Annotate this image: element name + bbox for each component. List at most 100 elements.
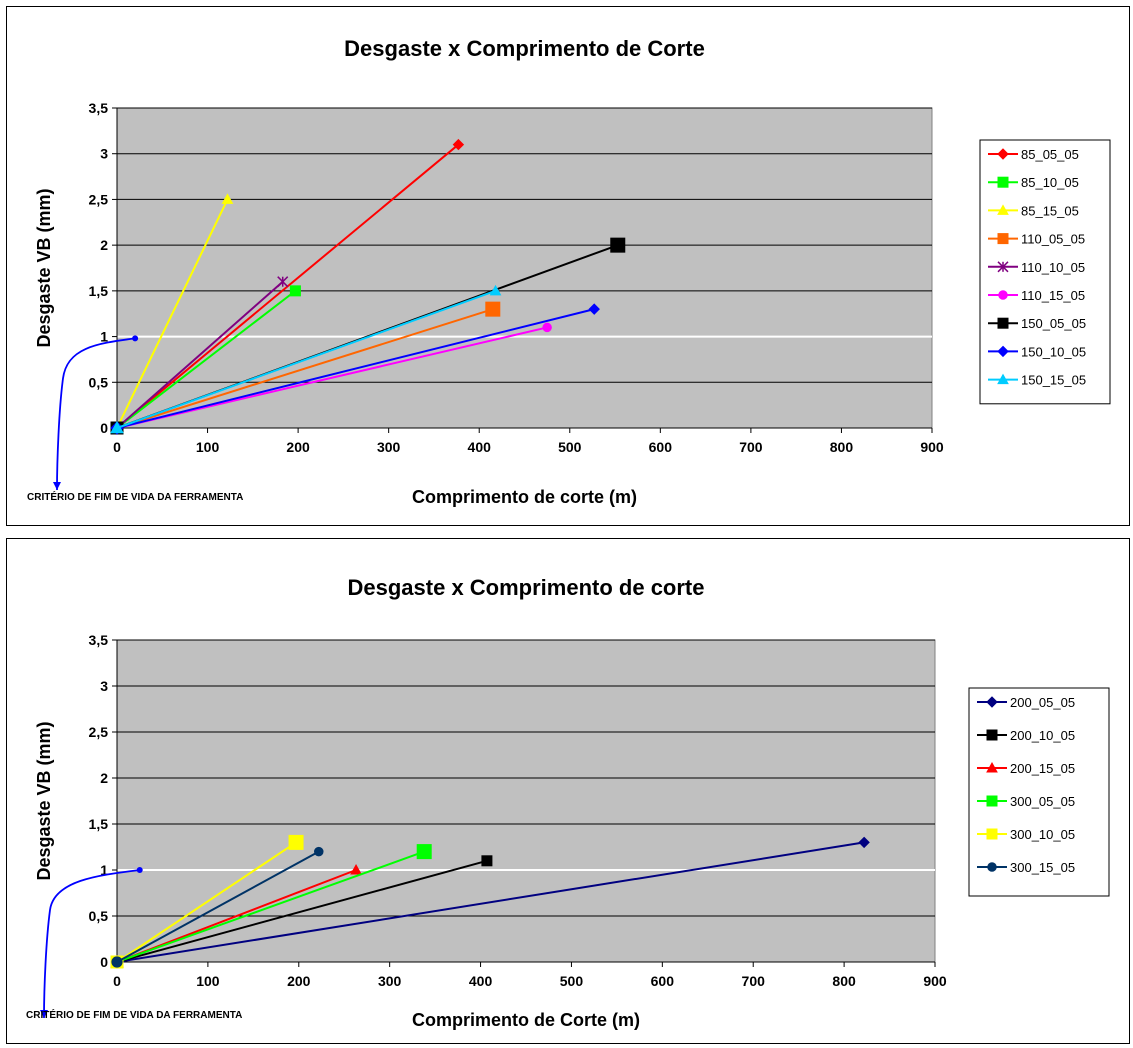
legend-marker	[986, 729, 998, 741]
legend-marker	[986, 795, 998, 807]
series-line	[116, 280, 284, 429]
legend-label: 150_10_05	[1021, 344, 1086, 359]
plot-area	[116, 639, 936, 963]
y-tick-label: 2,5	[89, 191, 109, 207]
y-tick-label: 3,5	[89, 100, 109, 116]
x-tick-label: 600	[649, 439, 673, 455]
x-tick-label: 100	[196, 439, 220, 455]
chart-1-svg: Desgaste x Comprimento de Corte 0 0,5 1 1,5 2…	[27, 36, 1111, 507]
y-axis-title: Desgaste VB (mm)	[34, 721, 54, 880]
data-point	[858, 836, 870, 849]
y-tick-label: 1,5	[89, 283, 109, 299]
life-criterion-annotation: CRITÉRIO DE FIM DE VIDA DA FERRAMENTA	[27, 335, 243, 503]
data-point	[481, 855, 493, 867]
y-tick-label: 1	[100, 329, 108, 345]
x-tick-label: 800	[832, 973, 856, 989]
y-tick-label: 2	[100, 237, 108, 253]
data-point	[277, 276, 289, 288]
x-tick-label: 400	[468, 439, 492, 455]
data-point	[485, 301, 501, 317]
legend-marker	[997, 176, 1009, 188]
data-point	[489, 284, 502, 296]
annotation-text: CRITÉRIO DE FIM DE VIDA DA FERRAMENTA	[27, 490, 243, 503]
y-tick-label: 3	[100, 678, 108, 694]
legend-item: 110_15_05	[988, 288, 1085, 303]
legend-box	[968, 687, 1110, 897]
legend-item: 85_05_05	[988, 147, 1079, 162]
y-axis-title: Desgaste VB (mm)	[34, 188, 54, 347]
legend-label: 110_10_05	[1021, 260, 1085, 275]
series-line	[116, 290, 297, 429]
series-300_15_05	[111, 846, 324, 968]
legend-item: 110_10_05	[988, 260, 1085, 275]
y-tick-label: 2,5	[89, 724, 109, 740]
series-line	[116, 850, 425, 963]
x-tick-label: 0	[113, 973, 121, 989]
series-line	[116, 841, 865, 963]
legend-marker	[986, 828, 998, 840]
legend-label: 300_10_05	[1010, 827, 1075, 842]
legend-item: 85_10_05	[988, 175, 1079, 190]
x-tick-label: 200	[287, 973, 311, 989]
x-tick-label: 300	[378, 973, 402, 989]
x-tick-label: 100	[196, 973, 220, 989]
series-line	[116, 308, 494, 429]
data-point	[289, 285, 301, 297]
y-tick-label: 2	[100, 770, 108, 786]
legend-marker	[997, 373, 1009, 385]
legend: 200_05_05 200_10_05 200_15_05 300_05_05 300_…	[968, 687, 1110, 897]
data-point	[588, 303, 600, 315]
data-point	[350, 863, 362, 875]
legend-marker	[997, 345, 1009, 358]
chart-panel-1: Desgaste x Comprimento de Corte 0 0,5 1 1,5 2…	[6, 6, 1130, 526]
y-tick-label: 0,5	[89, 908, 109, 924]
y-tick-label: 3	[100, 146, 108, 162]
legend-marker	[998, 290, 1008, 300]
legend-item: 200_05_05	[977, 695, 1075, 710]
data-point	[288, 834, 304, 850]
x-tick-label: 500	[560, 973, 584, 989]
legend-label: 300_15_05	[1010, 860, 1075, 875]
legend-label: 300_05_05	[1010, 794, 1075, 809]
legend-marker	[997, 317, 1009, 329]
data-point	[110, 420, 124, 434]
y-tick-label: 1,5	[89, 816, 109, 832]
legend-item: 300_05_05	[977, 794, 1075, 809]
series-150_15_05	[110, 284, 502, 434]
x-tick-label: 900	[923, 973, 947, 989]
legend-item: 150_05_05	[988, 316, 1086, 331]
plot-area	[116, 107, 933, 429]
x-tick-label: 700	[742, 973, 766, 989]
legend-item: 110_05_05	[988, 232, 1085, 247]
data-point	[314, 846, 324, 857]
legend-label: 200_15_05	[1010, 761, 1075, 776]
data-point	[452, 138, 465, 151]
legend-marker	[997, 204, 1009, 215]
data-point	[111, 956, 123, 968]
x-tick-label: 300	[377, 439, 401, 455]
legend-item: 200_15_05	[977, 761, 1075, 776]
legend-item: 200_10_05	[977, 728, 1075, 743]
legend-label: 200_05_05	[1010, 695, 1075, 710]
x-axis-title: Comprimento de corte (m)	[412, 487, 637, 507]
legend-marker	[997, 148, 1009, 160]
legend-marker	[997, 261, 1009, 273]
annotation-arrow	[56, 337, 136, 491]
legend-label: 110_05_05	[1021, 232, 1085, 247]
series-line	[116, 326, 548, 429]
legend-label: 110_15_05	[1021, 288, 1085, 303]
legend-label: 150_15_05	[1021, 373, 1086, 388]
x-axis-title: Comprimento de Corte (m)	[412, 1010, 640, 1030]
legend-label: 200_10_05	[1010, 728, 1075, 743]
annotation-arrowhead	[53, 482, 61, 490]
x-tick-label: 600	[651, 973, 675, 989]
y-tick-label: 1	[100, 862, 108, 878]
legend-marker	[986, 696, 998, 708]
annotation-text: CRITÉRIO DE FIM DE VIDA DA FERRAMENTA	[26, 1008, 242, 1021]
legend-label: 85_05_05	[1021, 147, 1079, 162]
legend-item: 300_10_05	[977, 827, 1075, 842]
legend-marker	[986, 761, 998, 773]
y-tick-label: 0	[100, 954, 108, 970]
chart-title: Desgaste x Comprimento de Corte	[344, 36, 705, 61]
legend-marker	[987, 862, 997, 872]
